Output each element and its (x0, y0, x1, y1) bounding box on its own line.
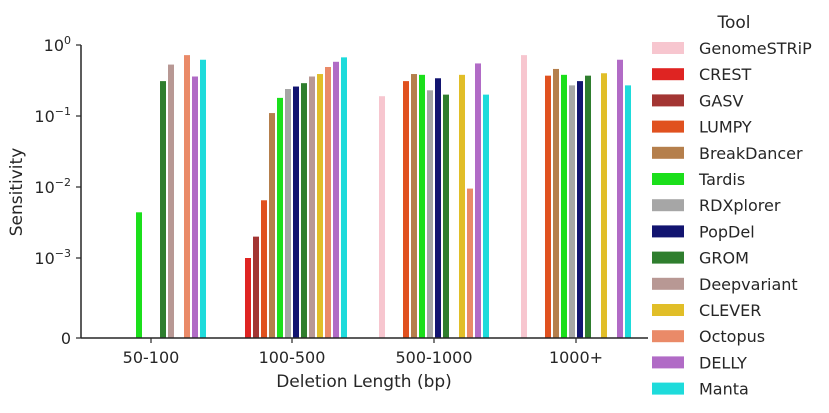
legend-entry: DELLY (699, 353, 747, 372)
legend-swatch (652, 120, 684, 133)
bar-manta (341, 57, 347, 338)
y-axis-label: Sensitivity (7, 148, 27, 237)
legend-swatch (652, 277, 684, 290)
legend-entry: Octopus (699, 327, 765, 346)
legend-entry: BreakDancer (699, 144, 803, 163)
legend-swatch (652, 304, 684, 316)
legend-swatch (652, 68, 684, 81)
legend-swatch (652, 330, 684, 343)
legend-swatch (652, 94, 684, 107)
bar-octopus (184, 55, 190, 338)
bar-crest (245, 258, 251, 338)
legend-entry: PopDel (699, 222, 755, 241)
bars-layer (136, 55, 631, 339)
legend-entry: Tardis (698, 170, 745, 189)
x-axis-label: Deletion Length (bp) (276, 372, 452, 392)
bar-delly (475, 63, 481, 338)
bar-clever (459, 74, 465, 339)
bar-popdel (435, 78, 441, 338)
bar-lumpy (261, 200, 267, 338)
legend-swatch (652, 251, 684, 264)
bar-octopus (325, 66, 331, 338)
legend-swatch (652, 225, 684, 238)
legend-entry: GASV (699, 91, 744, 110)
bar-octopus (467, 188, 473, 338)
legend-entry: CREST (699, 65, 752, 84)
legend-entry: CLEVER (699, 301, 761, 320)
legend-swatch (652, 42, 684, 54)
bar-deepvariant (309, 76, 315, 338)
bar-tardis (561, 74, 567, 339)
bar-grom (443, 94, 449, 339)
x-axis-ticks: 50-100 100-500 500-1000 1000+ (123, 338, 603, 367)
bar-lumpy (545, 75, 551, 338)
bar-manta (625, 85, 631, 338)
legend-entry: RDXplorer (699, 196, 781, 215)
bar-delly (333, 61, 339, 339)
bar-genomestrip (379, 96, 385, 338)
bar-clever (317, 74, 323, 338)
legend: GenomeSTRiP CREST GASV LUMPY BreakDancer Tard… (652, 39, 812, 399)
bar-tardis (277, 97, 283, 339)
x-tick-label: 500-1000 (395, 348, 472, 367)
x-tick-label: 50-100 (123, 348, 180, 367)
x-tick-label: 1000+ (549, 348, 603, 367)
legend-entry: GenomeSTRiP (699, 39, 812, 58)
bar-gasv (253, 236, 259, 338)
bar-grom (585, 75, 591, 338)
y-tick-label: 10−1 (34, 105, 71, 126)
bar-tardis (419, 74, 425, 339)
bar-genomestrip (521, 55, 527, 338)
bar-clever (601, 73, 607, 339)
bar-manta (200, 59, 206, 339)
legend-entry: Manta (699, 380, 749, 399)
bar-popdel (577, 81, 583, 339)
legend-title: Tool (716, 13, 750, 33)
legend-swatch (652, 199, 684, 212)
y-tick-label: 0 (61, 329, 71, 348)
bar-breakdancer (553, 68, 559, 339)
y-tick-label: 10−3 (34, 247, 71, 268)
legend-entry: Deepvariant (699, 275, 798, 294)
bar-rdxplorer (569, 85, 575, 338)
legend-entry: GROM (699, 249, 749, 268)
bar-delly (192, 76, 198, 338)
bar-manta (483, 94, 489, 339)
bar-grom (160, 81, 166, 339)
bar-delly (617, 59, 623, 339)
bar-deepvariant (168, 64, 174, 338)
x-tick-label: 100-500 (259, 348, 326, 367)
y-axis-ticks: 0 10−3 10−2 10−1 100 (34, 34, 81, 348)
bar-lumpy (403, 81, 409, 339)
y-tick-label: 100 (44, 34, 71, 55)
bar-grom (301, 83, 307, 338)
bar-rdxplorer (285, 89, 291, 338)
bar-tardis (136, 212, 142, 338)
legend-swatch (652, 146, 684, 159)
bar-popdel (293, 86, 299, 338)
legend-swatch (652, 382, 684, 395)
bar-breakdancer (269, 113, 275, 338)
y-tick-label: 10−2 (34, 176, 71, 197)
legend-swatch (652, 356, 684, 369)
legend-swatch (652, 173, 684, 185)
bar-breakdancer (411, 74, 417, 338)
bar-rdxplorer (427, 90, 433, 338)
legend-entry: LUMPY (699, 118, 752, 137)
